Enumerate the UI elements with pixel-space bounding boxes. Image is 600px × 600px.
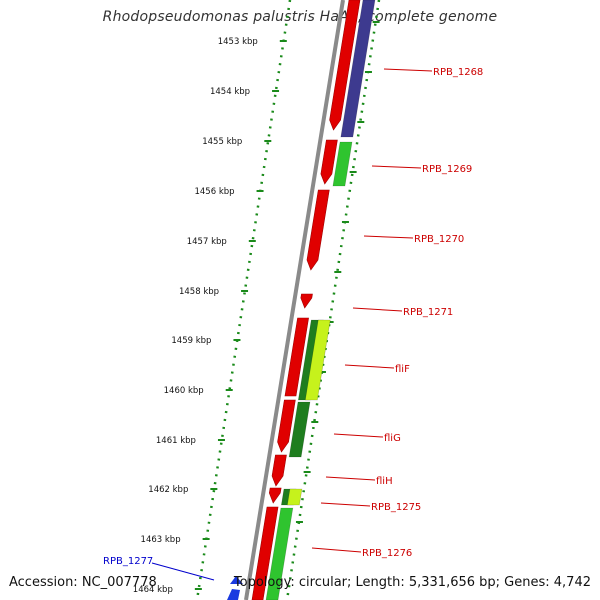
forward-gene-rpb-1276[interactable] — [251, 506, 279, 600]
map-title: Rhodopseudomonas palustris HaA2, complet… — [102, 9, 498, 25]
forward-gene-flig[interactable] — [277, 399, 296, 453]
rpb-1277-callout-line — [151, 562, 215, 581]
forward-gene-flif[interactable] — [284, 317, 309, 397]
scale-label: 1459 kbp — [171, 336, 211, 346]
scale-label: 1454 kbp — [210, 87, 250, 97]
scale-label: 1463 kbp — [141, 535, 181, 545]
rpb-1277-label[interactable]: RPB_1277 — [103, 556, 153, 567]
reverse-gene-rpb-1275-hl[interactable] — [287, 488, 303, 506]
gene-callout-line — [333, 433, 384, 438]
gene-callout-line — [325, 476, 376, 481]
scale-label: 1462 kbp — [148, 485, 188, 495]
scale-label: 1455 kbp — [202, 137, 242, 147]
gene-label[interactable]: RPB_1268 — [433, 67, 483, 78]
gene-label[interactable]: RPB_1270 — [414, 234, 464, 245]
scale-label: 1456 kbp — [194, 187, 234, 197]
forward-gene-rpb-1271[interactable] — [300, 293, 313, 309]
gene-label[interactable]: RPB_1275 — [371, 502, 421, 513]
gene-label[interactable]: RPB_1271 — [403, 307, 453, 318]
gene-callout-line — [344, 364, 395, 369]
scale-label: 1453 kbp — [218, 37, 258, 47]
outer-ruler-line — [285, 0, 381, 600]
gene-callout-line — [363, 235, 414, 239]
gene-label[interactable]: fliG — [384, 433, 401, 444]
genome-summary-text: Topology: circular; Length: 5,331,656 bp… — [233, 575, 591, 590]
gene-callout-line — [383, 68, 433, 72]
forward-gene-rpb-1269[interactable] — [320, 139, 338, 185]
genome-backbone — [244, 0, 345, 600]
gene-callout-line — [311, 547, 362, 553]
rpb-1277-feature[interactable] — [230, 576, 243, 584]
inner-ruler-line — [195, 0, 292, 600]
forward-gene-flih[interactable] — [271, 454, 287, 487]
reverse-gene-rpb-1276[interactable] — [265, 507, 294, 600]
scale-label: 1460 kbp — [164, 386, 204, 396]
forward-gene-top[interactable] — [329, 0, 361, 131]
forward-gene-rpb-1270[interactable] — [306, 189, 330, 271]
ruler-labels: 1453 kbp 1454 kbp 1455 kbp 1456 kbp 1457 kbp… — [133, 37, 258, 595]
accession-text: Accession: NC_007778 — [9, 575, 157, 590]
gene-callout-line — [352, 307, 403, 312]
forward-gene-rpb-1275[interactable] — [268, 487, 282, 504]
reverse-gene-rpb-1268[interactable] — [340, 0, 376, 138]
gene-callout-line — [371, 165, 422, 169]
scale-label: 1464 kbp — [133, 585, 173, 595]
reverse-gene-rpb-1269[interactable] — [332, 141, 353, 187]
gene-label[interactable]: fliH — [376, 476, 393, 487]
scale-label: 1458 kbp — [179, 287, 219, 297]
gene-label[interactable]: fliF — [395, 364, 410, 375]
rpb-1277-feature-lower[interactable] — [227, 589, 240, 600]
scale-label: 1457 kbp — [187, 237, 227, 247]
gene-label[interactable]: RPB_1276 — [362, 548, 412, 559]
gene-label[interactable]: RPB_1269 — [422, 164, 472, 175]
reverse-gene-flig[interactable] — [288, 401, 311, 458]
gene-callout-line — [320, 502, 371, 507]
reverse-gene-flif-hl[interactable] — [304, 319, 331, 401]
scale-label: 1461 kbp — [156, 436, 196, 446]
